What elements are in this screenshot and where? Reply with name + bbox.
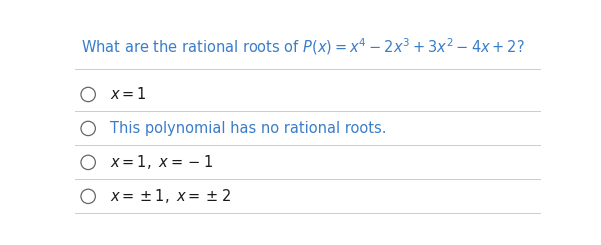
- Text: What are the rational roots of $P(x) = x^4 - 2x^3 + 3x^2 - 4x + 2$?: What are the rational roots of $P(x) = x…: [81, 36, 525, 57]
- Text: This polynomial has no rational roots.: This polynomial has no rational roots.: [110, 121, 386, 136]
- Text: $x = 1,\ x = -1$: $x = 1,\ x = -1$: [110, 153, 213, 172]
- Text: $x = \pm1,\ x = \pm2$: $x = \pm1,\ x = \pm2$: [110, 187, 231, 205]
- Text: $x = 1$: $x = 1$: [110, 86, 147, 102]
